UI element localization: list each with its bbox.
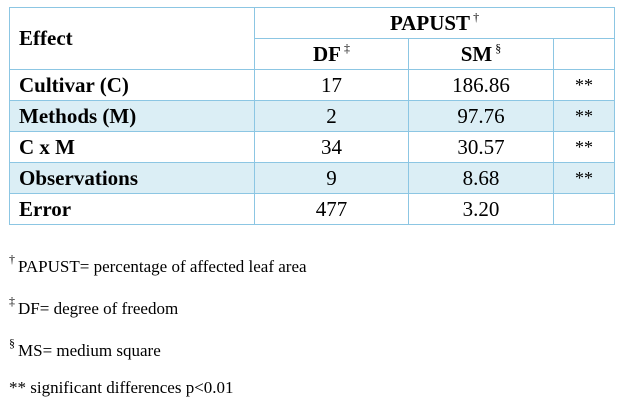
df-cell: 477: [254, 193, 409, 225]
effect-cell: C x M: [9, 131, 255, 163]
df-header: DF ‡: [254, 38, 409, 70]
section-mark: §: [495, 40, 502, 55]
footnote-df: ‡ DF= degree of freedom: [9, 295, 179, 318]
df-cell: 34: [254, 131, 409, 163]
table-row: C x M 34 30.57 **: [9, 131, 616, 163]
significance-cell: **: [552, 69, 616, 101]
footnote-mark: ‡: [9, 294, 15, 308]
sm-cell: 30.57: [408, 131, 554, 163]
table-row: Cultivar (C) 17 186.86 **: [9, 69, 616, 101]
footnote-significance: ** significant differences p<0.01: [9, 379, 234, 396]
sm-cell: 8.68: [408, 162, 554, 194]
sm-header: SM §: [408, 38, 554, 70]
footnote-mark: †: [9, 252, 15, 266]
sig-header: [552, 38, 616, 70]
effect-header: Effect: [9, 7, 255, 70]
footnote-text: ** significant differences p<0.01: [9, 378, 234, 397]
footnote-text: MS= medium square: [18, 341, 161, 360]
footnote-text: PAPUST= percentage of affected leaf area: [18, 257, 307, 276]
table-row: Methods (M) 2 97.76 **: [9, 100, 616, 132]
significance-cell: **: [552, 162, 616, 194]
papust-group-header: PAPUST †: [253, 7, 616, 39]
significance-cell: [552, 193, 616, 225]
sm-cell: 3.20: [408, 193, 554, 225]
effect-cell: Error: [9, 193, 255, 225]
footnote-mark: §: [9, 336, 15, 350]
footnote-text: DF= degree of freedom: [18, 299, 179, 318]
significance-cell: **: [552, 131, 616, 163]
effect-cell: Methods (M): [9, 100, 255, 132]
footnote-papust: † PAPUST= percentage of affected leaf are…: [9, 253, 307, 276]
footnote-ms: § MS= medium square: [9, 337, 161, 360]
sm-cell: 186.86: [408, 69, 554, 101]
significance-cell: **: [552, 100, 616, 132]
header-row-top: Effect PAPUST †: [9, 7, 616, 70]
effect-cell: Observations: [9, 162, 255, 194]
table-row: Error 477 3.20: [9, 193, 616, 225]
anova-table: Effect PAPUST † DF ‡ SM § Cultivar (C) 17 1…: [9, 7, 616, 225]
df-cell: 9: [254, 162, 409, 194]
double-dagger-mark: ‡: [344, 40, 350, 55]
effect-cell: Cultivar (C): [9, 69, 255, 101]
table-row: Observations 9 8.68 **: [9, 162, 616, 194]
df-cell: 2: [254, 100, 409, 132]
sm-cell: 97.76: [408, 100, 554, 132]
dagger-mark: †: [473, 9, 480, 24]
df-cell: 17: [254, 69, 409, 101]
